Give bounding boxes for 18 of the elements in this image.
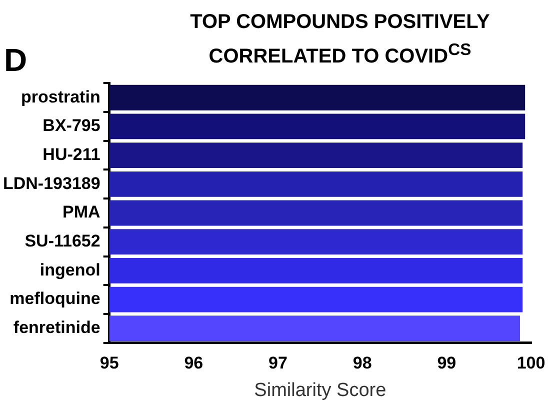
- y-tick-label: fenretinide: [13, 318, 100, 338]
- x-tick-label: 97: [268, 354, 288, 373]
- x-tick-label: 95: [100, 354, 119, 373]
- y-tick-label: ingenol: [40, 260, 100, 280]
- y-tick-label: prostratin: [20, 87, 100, 106]
- y-tick-label: mefloquine: [10, 289, 100, 308]
- x-tick-label: 96: [184, 354, 204, 373]
- chart-title: TOP COMPOUNDS POSITIVELY CORRELATED TO COVID$^{CS}$: [189, 10, 491, 70]
- x-tick-label: 99: [437, 354, 456, 373]
- y-tick-label: SU-11652: [24, 232, 100, 251]
- y-tick-label: LDN-193189: [3, 174, 100, 193]
- x-tick-label: 100: [516, 354, 546, 373]
- x-tick-label: 98: [352, 354, 372, 373]
- y-tick-label: BX-795: [42, 116, 100, 136]
- x-axis-title: Similarity Score: [254, 380, 386, 401]
- y-tick-label: PMA: [62, 202, 100, 222]
- y-tick-label: HU-211: [42, 145, 100, 164]
- text: D: [4, 42, 28, 79]
